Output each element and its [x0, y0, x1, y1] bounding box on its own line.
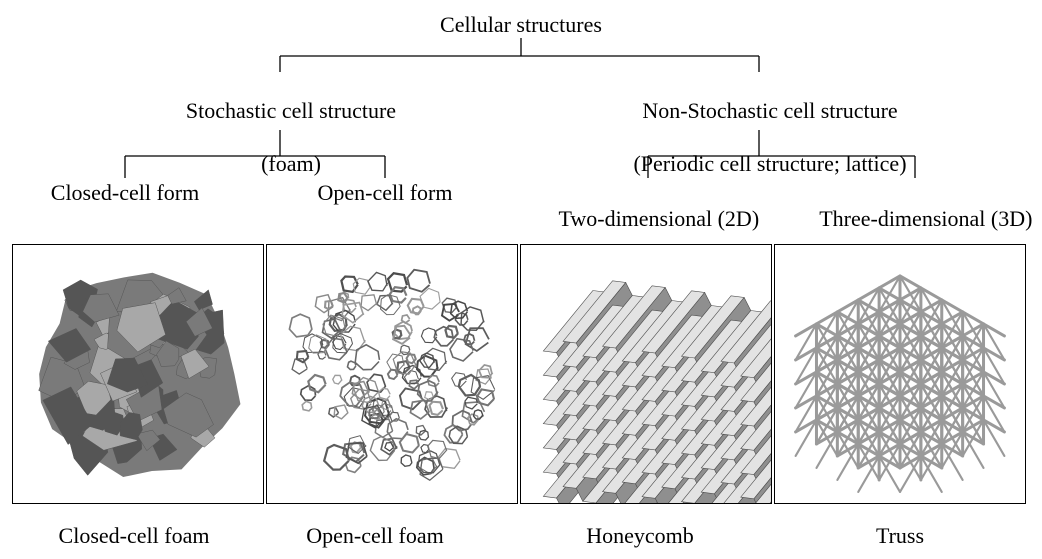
root-label: Cellular structures — [391, 12, 651, 38]
cap1: Closed-cell foam — [24, 523, 244, 549]
leaf4-line1: Three-dimensional (3D) — [819, 206, 1032, 231]
l1-right-line2: (Periodic cell structure; lattice) — [633, 151, 906, 176]
diagram-canvas: Cellular structures Stochastic cell stru… — [0, 0, 1042, 559]
thumb-closed-foam — [12, 244, 264, 504]
thumb-truss — [774, 244, 1026, 504]
l1-right-line1: Non-Stochastic cell structure — [642, 98, 897, 123]
l1-left-line2: (foam) — [261, 151, 321, 176]
thumb-honeycomb — [520, 244, 772, 504]
leaf2-label: Open-cell form — [275, 180, 495, 206]
cap2: Open-cell foam — [265, 523, 485, 549]
l1-left-line1: Stochastic cell structure — [186, 98, 396, 123]
cap3: Honeycomb — [530, 523, 750, 549]
leaf3-line1: Two-dimensional (2D) — [558, 206, 759, 231]
thumb-open-foam — [266, 244, 518, 504]
leaf1-label: Closed-cell form — [15, 180, 235, 206]
cap4: Truss — [790, 523, 1010, 549]
